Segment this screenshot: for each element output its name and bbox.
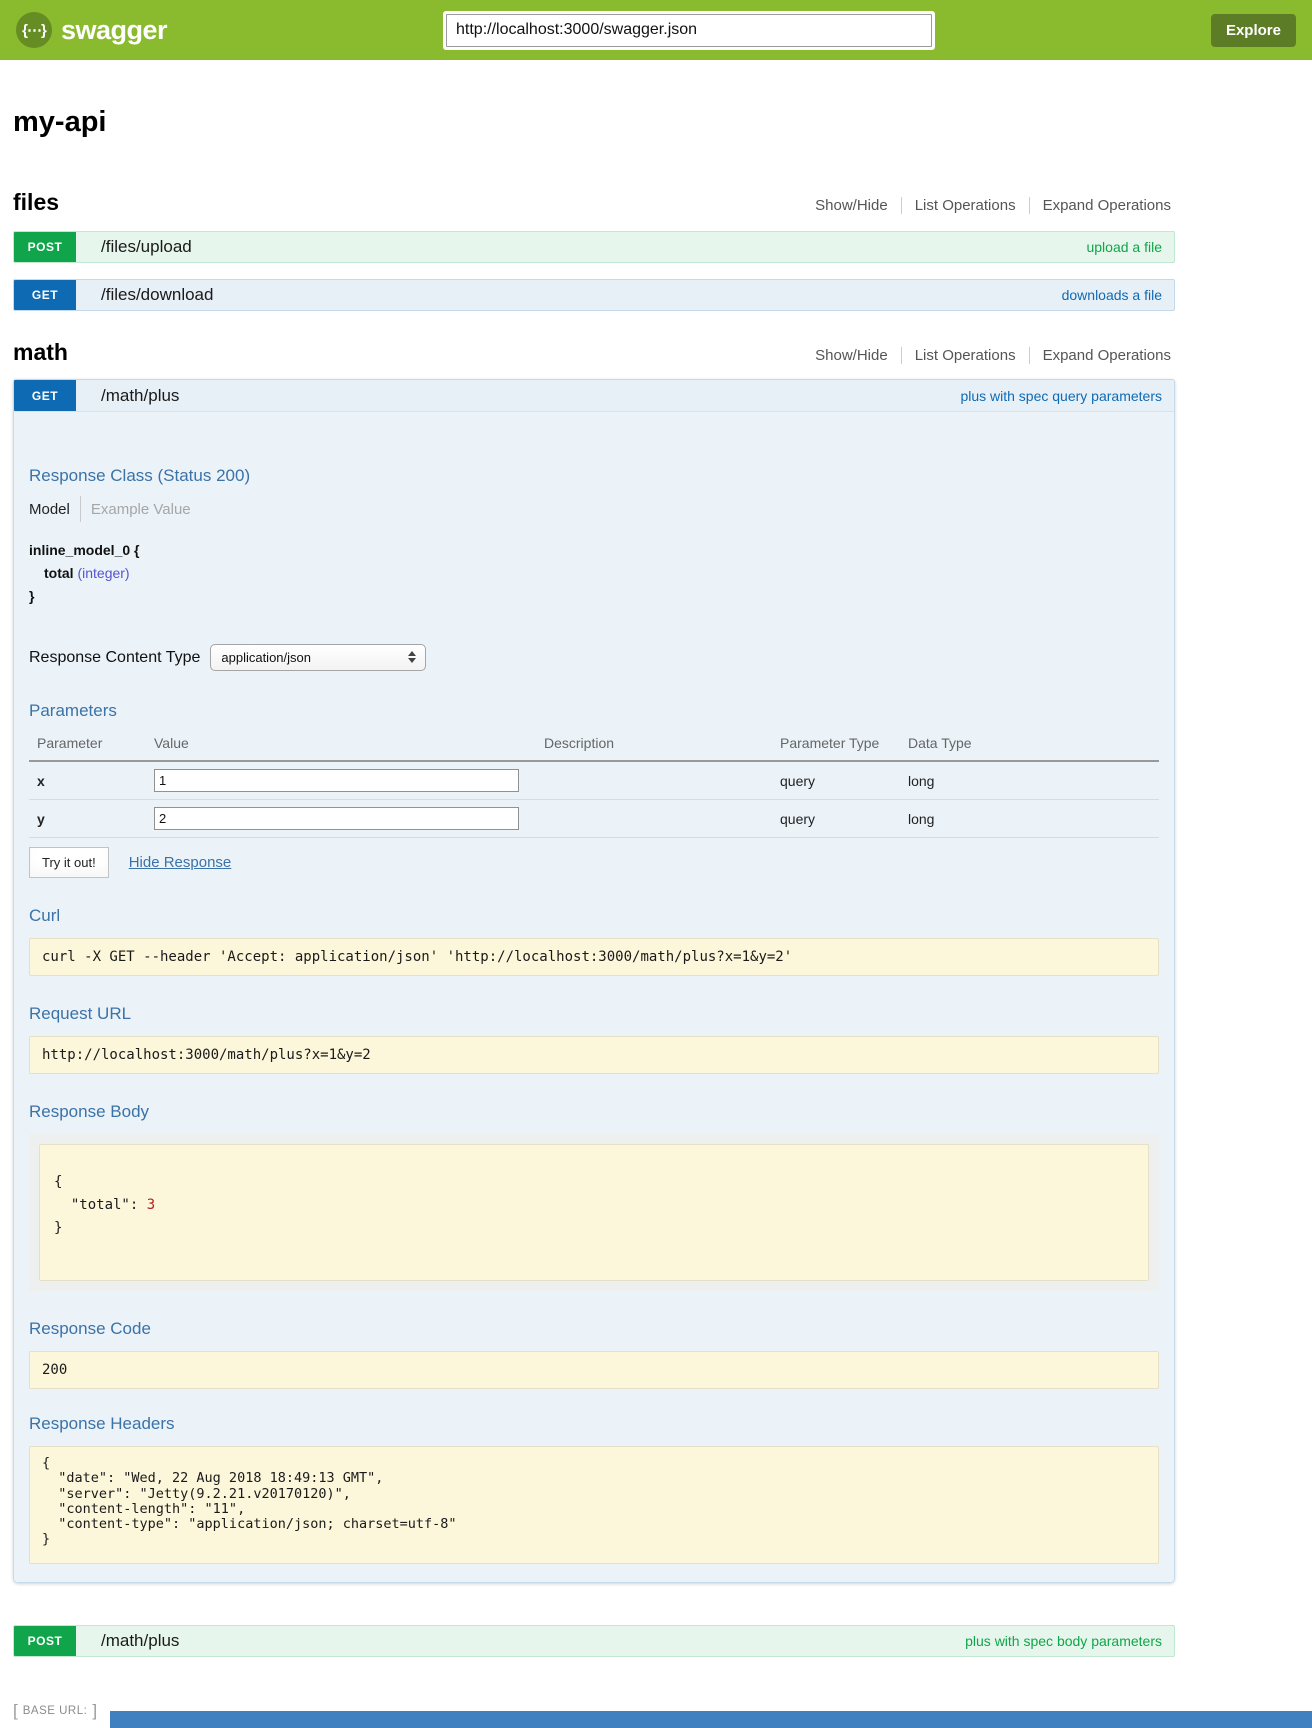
expand-operations-link[interactable]: Expand Operations [1042,197,1171,214]
base-url-label: BASE URL: [22,1704,88,1717]
operation-content: Response Class (Status 200) Model Exampl… [14,412,1174,1582]
operation-row[interactable]: GET /files/download downloads a file [13,279,1175,311]
col-header: Data Type [908,735,972,751]
operation-path[interactable]: /math/plus [101,385,180,405]
selected-option: application/json [221,650,311,665]
response-code-box: 200 [29,1351,1159,1390]
model-property-name: total [44,565,74,581]
operation-row[interactable]: GET /math/plus plus with spec query para… [14,380,1174,412]
json-number-value: 3 [146,1197,156,1214]
operation-path[interactable]: /files/upload [101,237,192,256]
divider [1028,347,1030,364]
request-url-box: http://localhost:3000/math/plus?x=1&y=2 [29,1036,1159,1074]
get-method-badge: GET [14,280,76,310]
show-hide-link[interactable]: Show/Hide [815,347,888,364]
parameter-name: y [37,810,45,827]
request-url-heading: Request URL [29,1004,132,1023]
model-property-type: (integer) [77,565,130,581]
try-it-out-button[interactable]: Try it out! [29,847,109,878]
response-code-heading: Response Code [29,1319,151,1339]
parameters-table-header: Parameter Value Description Parameter Ty… [29,735,1159,762]
parameters-heading: Parameters [29,701,117,720]
response-body-box: { "total": 3 } [39,1144,1149,1282]
post-method-badge: POST [14,232,76,262]
operation-row[interactable]: POST /files/upload upload a file [13,231,1175,263]
model-close-brace: } [29,588,35,604]
col-header: Parameter [37,735,103,751]
header-bar: {⋯} swagger Explore [0,0,1312,60]
divider [900,197,902,214]
curl-heading: Curl [29,906,61,925]
show-hide-link[interactable]: Show/Hide [815,197,888,214]
spec-url-input[interactable] [446,13,932,47]
bracket-open: [ [13,1700,18,1720]
section-math-heading[interactable]: math [13,339,68,365]
parameter-type: query [780,810,816,827]
response-content-type-select[interactable]: application/json [210,644,427,671]
model-signature: inline_model_0 { total (integer) } [29,542,1159,604]
col-header: Description [544,735,615,751]
json-close-brace: } [54,1220,63,1237]
operation-row[interactable]: POST /math/plus plus with spec body para… [13,1624,1175,1657]
bracket-close: ] [92,1700,98,1720]
operation-summary[interactable]: plus with spec body parameters [965,1632,1162,1649]
section-math-controls: Show/Hide List Operations Expand Operati… [815,347,1175,364]
parameter-y-input[interactable] [154,807,519,830]
list-operations-link[interactable]: List Operations [914,347,1016,364]
operation-files-download: GET /files/download downloads a file [13,279,1175,311]
operation-math-plus-get: GET /math/plus plus with spec query para… [13,379,1175,1583]
model-name: inline_model_0 { [29,542,140,558]
operation-summary[interactable]: upload a file [1086,239,1162,255]
select-arrows-icon [408,651,417,663]
model-tabs: Model Example Value [29,496,1159,522]
tab-example-value[interactable]: Example Value [90,500,191,518]
response-body-heading: Response Body [29,1102,150,1121]
operation-summary[interactable]: downloads a file [1061,287,1162,303]
brand-title: swagger [61,14,168,45]
operation-path[interactable]: /math/plus [101,1630,180,1650]
parameter-row-y: y query long [29,800,1159,838]
response-class-heading: Response Class (Status 200) [29,466,251,485]
operation-path[interactable]: /files/download [101,285,214,304]
base-url-note: [ BASE URL: ] [13,1701,1312,1721]
response-headers-box: { "date": "Wed, 22 Aug 2018 18:49:13 GMT… [29,1446,1159,1564]
main-content: my-api files Show/Hide List Operations E… [13,106,1175,1657]
operation-math-plus-post: POST /math/plus plus with spec body para… [13,1624,1175,1657]
json-key: "total": [54,1197,147,1214]
page-title: my-api [13,106,107,138]
bottom-bar [110,1711,1312,1728]
section-files: files Show/Hide List Operations Expand O… [13,189,1175,311]
parameter-data-type: long [908,772,935,789]
brand-link[interactable]: {⋯} swagger [16,12,168,48]
parameter-data-type: long [908,810,935,827]
divider [79,496,81,522]
tab-model[interactable]: Model [29,500,70,518]
parameter-type: query [780,772,816,789]
json-open-brace: { [54,1174,63,1190]
curl-command-box: curl -X GET --header 'Accept: applicatio… [29,938,1159,976]
section-math: math Show/Hide List Operations Expand Op… [13,339,1175,1657]
parameter-row-x: x query long [29,762,1159,800]
post-method-badge: POST [14,1625,76,1656]
col-header: Parameter Type [780,735,880,751]
response-content-type-label: Response Content Type [29,648,201,666]
expand-operations-link[interactable]: Expand Operations [1042,347,1171,364]
section-files-controls: Show/Hide List Operations Expand Operati… [815,197,1175,214]
list-operations-link[interactable]: List Operations [914,197,1016,214]
get-method-badge: GET [14,380,76,411]
operation-summary[interactable]: plus with spec query parameters [960,387,1162,404]
hide-response-link[interactable]: Hide Response [128,854,232,871]
explore-button[interactable]: Explore [1210,13,1296,47]
response-headers-heading: Response Headers [29,1414,175,1434]
operation-files-upload: POST /files/upload upload a file [13,231,1175,263]
swagger-logo-icon: {⋯} [16,12,52,48]
divider [900,347,902,364]
response-body-wrapper: { "total": 3 } [29,1134,1159,1292]
col-header: Value [154,735,189,751]
parameter-x-input[interactable] [154,769,519,792]
section-files-heading[interactable]: files [13,189,60,215]
parameter-name: x [37,772,45,789]
divider [1028,197,1030,214]
